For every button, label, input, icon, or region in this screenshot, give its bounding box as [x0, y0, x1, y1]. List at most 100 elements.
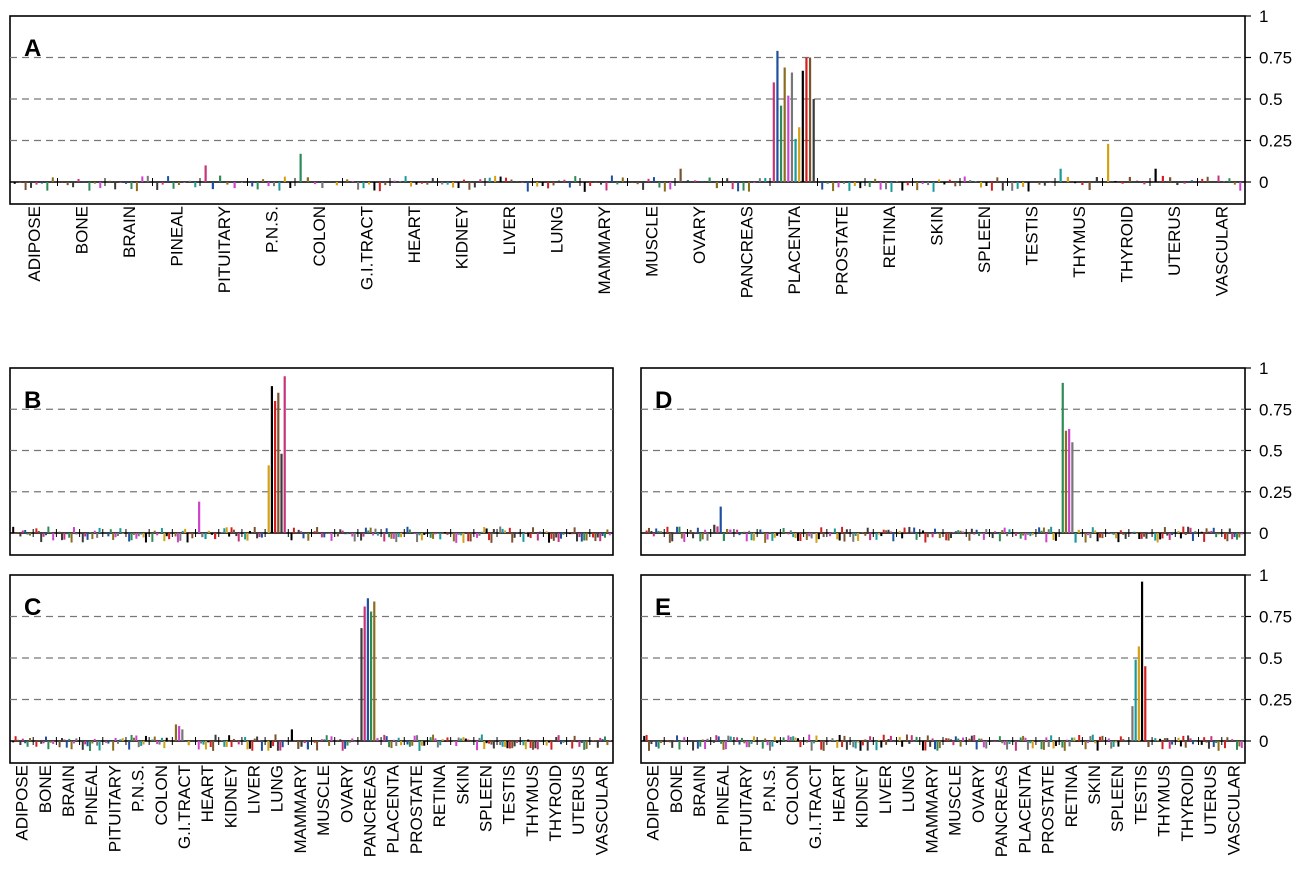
- x-tick-label: PLACENTA: [785, 205, 804, 294]
- x-tick-label: PITUITARY: [215, 206, 234, 293]
- x-tick-label: BRAIN: [690, 765, 709, 817]
- x-tick-label: MUSCLE: [946, 765, 965, 836]
- panel-E: E 1 0.75 0.5 0.25 0 ADIPOSE BONE BRAIN PINEAL PITU…: [640, 566, 1292, 857]
- x-tick-label: G.I.TRACT: [806, 765, 825, 849]
- x-tick-label: THYMUS: [1155, 765, 1174, 837]
- panel-D: D 1 0.75 0.5 0.25 0: [640, 359, 1292, 556]
- x-tick-label: THYMUS: [523, 765, 542, 837]
- x-tick-label: COLON: [152, 765, 171, 825]
- x-tick-label: G.I.TRACT: [357, 206, 376, 290]
- x-tick-label: SKIN: [927, 206, 946, 246]
- x-tick-label: PITUITARY: [105, 765, 124, 852]
- x-tick-label: BRAIN: [59, 765, 78, 817]
- y-tick-label: 1: [1259, 359, 1268, 378]
- x-tick-label: MUSCLE: [314, 765, 333, 836]
- x-tick-label: UTERUS: [1165, 206, 1184, 276]
- x-tick-label: LUNG: [268, 765, 287, 812]
- x-tick-label: PITUITARY: [737, 765, 756, 852]
- panel-letter: C: [24, 594, 41, 621]
- x-tick-label: PINEAL: [713, 765, 732, 825]
- x-tick-label: VASCULAR: [1224, 765, 1243, 855]
- x-tick-label: LIVER: [500, 206, 519, 255]
- x-tick-label: SPLEEN: [476, 765, 495, 832]
- x-tick-label: MUSCLE: [642, 206, 661, 277]
- x-tick-label: TESTIS: [1022, 206, 1041, 266]
- x-tick-label: LUNG: [547, 206, 566, 253]
- x-tick-label: PINEAL: [82, 765, 101, 825]
- x-tick-label: OVARY: [337, 765, 356, 823]
- x-tick-label: RETINA: [430, 764, 449, 827]
- panel-letter: B: [24, 387, 41, 414]
- x-tick-label: OVARY: [690, 206, 709, 264]
- panel-frame: [9, 574, 614, 764]
- panel-letter: D: [655, 387, 672, 414]
- x-tick-label: THYMUS: [1070, 206, 1089, 278]
- y-tick-label: 0: [1259, 173, 1268, 192]
- x-tick-label: THYROID: [1178, 765, 1197, 842]
- panel-frame: [9, 367, 614, 556]
- x-tick-label: RETINA: [1062, 764, 1081, 827]
- panel-frame: [9, 15, 1246, 205]
- panel-A: A 1 0.75 0.5 0.25 0 ADIPOSE BONE BRAIN PINEAL PITU…: [9, 7, 1292, 298]
- x-tick-label: PLACENTA: [384, 764, 403, 853]
- x-tick-label: OVARY: [969, 765, 988, 823]
- x-tick-label: HEART: [829, 765, 848, 822]
- x-tick-label: PINEAL: [167, 206, 186, 266]
- y-tick-label: 0.25: [1259, 483, 1292, 502]
- y-tick-label: 0.5: [1259, 90, 1283, 109]
- x-tick-label: SPLEEN: [975, 206, 994, 273]
- y-tick-label: 0: [1259, 524, 1268, 543]
- x-tick-label: THYROID: [546, 765, 565, 842]
- panel-frame: [640, 367, 1246, 556]
- x-tick-label: BRAIN: [120, 206, 139, 258]
- y-tick-label: 0.25: [1259, 691, 1292, 710]
- y-tick-label: 0: [1259, 732, 1268, 751]
- x-tick-label: SKIN: [1085, 765, 1104, 805]
- x-tick-label: P.N.S.: [129, 765, 148, 812]
- y-tick-label: 0.25: [1259, 132, 1292, 151]
- x-tick-label: SKIN: [453, 765, 472, 805]
- panel-letter: A: [24, 35, 41, 62]
- x-tick-label: VASCULAR: [1212, 206, 1231, 296]
- x-tick-label: PROSTATE: [407, 765, 426, 854]
- x-tick-label: ADIPOSE: [644, 765, 663, 841]
- x-tick-label: PANCREAS: [737, 206, 756, 298]
- x-tick-label: PANCREAS: [360, 765, 379, 857]
- x-tick-label: KIDNEY: [853, 765, 872, 828]
- y-tick-label: 0.75: [1259, 49, 1292, 68]
- x-tick-label: PANCREAS: [992, 765, 1011, 857]
- x-tick-label: LIVER: [876, 765, 895, 814]
- x-tick-label: BONE: [667, 765, 686, 813]
- x-tick-label: RETINA: [880, 205, 899, 268]
- x-tick-label: MAMMARY: [595, 206, 614, 294]
- x-tick-label: MAMMARY: [922, 765, 941, 853]
- panel-B: B: [9, 367, 614, 556]
- panel-C: C ADIPOSE BONE BRAIN PINEAL PITUITARY P.N.S. CO…: [9, 574, 614, 857]
- y-tick-label: 0.5: [1259, 649, 1283, 668]
- x-tick-label: TESTIS: [1131, 765, 1150, 825]
- x-tick-label: G.I.TRACT: [175, 765, 194, 849]
- x-tick-label: KIDNEY: [221, 765, 240, 828]
- x-tick-label: P.N.S.: [760, 765, 779, 812]
- panel-frame: [640, 574, 1246, 764]
- x-tick-label: PROSTATE: [832, 206, 851, 295]
- x-tick-label: MAMMARY: [291, 765, 310, 853]
- x-tick-label: PLACENTA: [1015, 764, 1034, 853]
- x-tick-label: LIVER: [245, 765, 264, 814]
- x-tick-label: HEART: [198, 765, 217, 822]
- x-tick-label: BONE: [36, 765, 55, 813]
- panel-letter: E: [655, 594, 671, 621]
- x-tick-label: COLON: [783, 765, 802, 825]
- x-tick-label: HEART: [405, 206, 424, 263]
- x-tick-label: VASCULAR: [592, 765, 611, 855]
- x-tick-label: KIDNEY: [452, 206, 471, 269]
- x-tick-label: P.N.S.: [262, 206, 281, 253]
- y-tick-label: 0.5: [1259, 442, 1283, 461]
- x-tick-label: LUNG: [899, 765, 918, 812]
- x-tick-label: UTERUS: [569, 765, 588, 835]
- y-tick-label: 1: [1259, 7, 1268, 26]
- x-tick-label: BONE: [72, 206, 91, 254]
- x-tick-label: THYROID: [1117, 206, 1136, 283]
